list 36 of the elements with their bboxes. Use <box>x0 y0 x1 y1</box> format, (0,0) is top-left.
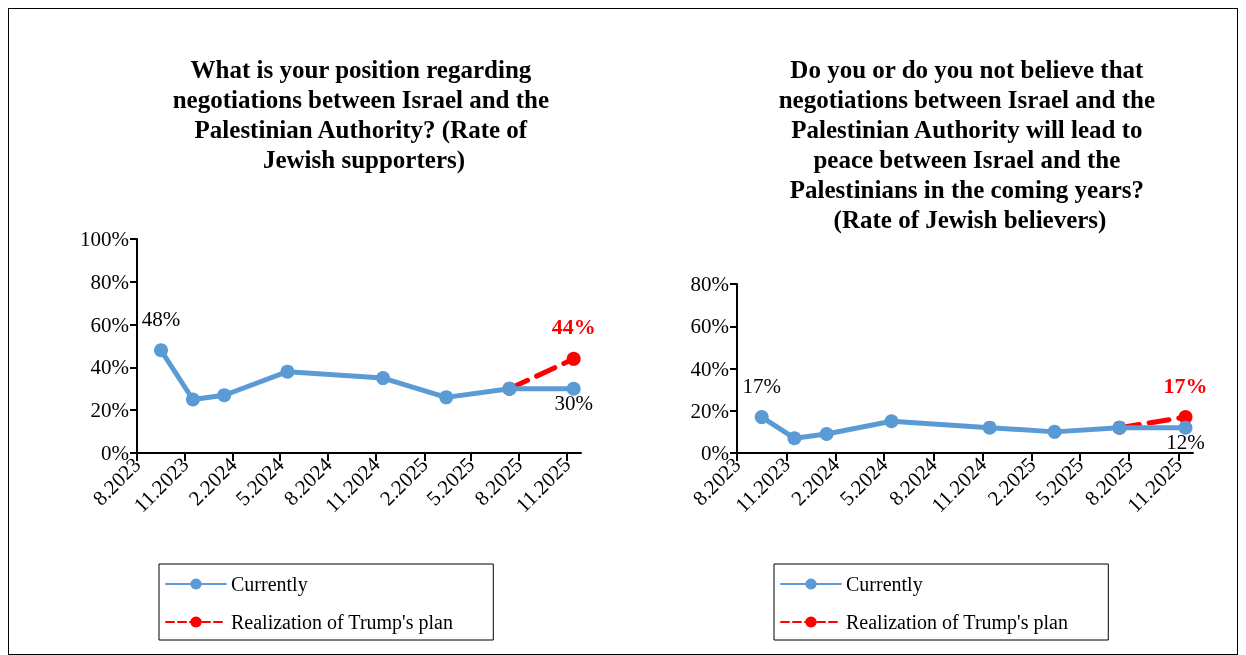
data-label: 12% <box>1166 430 1205 455</box>
y-tick-label: 60% <box>90 312 129 337</box>
point <box>754 410 769 425</box>
point <box>1178 420 1193 435</box>
legend-label: Currently <box>846 573 923 596</box>
point <box>280 364 295 379</box>
point <box>982 420 997 435</box>
y-tick-label: 20% <box>690 398 729 423</box>
point <box>439 390 454 405</box>
y-tick-label: 80% <box>690 272 729 296</box>
data-label: 30% <box>554 391 593 416</box>
y-tick-label: 40% <box>690 356 729 381</box>
point <box>884 414 899 429</box>
chart-title: Do you or do you not believe that negotiations between Israel and the Palestinian Authority will lead to peace between Israel and the Palestinians in the coming years? (Rate of Jewish believers) <box>778 55 1162 234</box>
point <box>1047 424 1062 439</box>
y-tick-label: 20% <box>90 398 129 423</box>
y-tick-label: 100% <box>80 227 129 251</box>
point <box>787 431 802 446</box>
point <box>154 343 169 358</box>
point <box>185 392 200 407</box>
data-label: 48% <box>141 306 181 331</box>
point <box>566 351 581 366</box>
point <box>217 388 232 403</box>
point <box>819 426 834 441</box>
chart-title: What is your position regarding negotiations between Israel and the Palestinian Authority? (Rate of Jewish supporters) <box>172 55 556 174</box>
legend-label: Realization of Trump's plan <box>231 611 453 634</box>
data-label: 44% <box>551 314 596 340</box>
point <box>376 371 391 386</box>
y-tick-label: 80% <box>90 269 129 294</box>
y-tick-label: 40% <box>90 355 129 380</box>
legend-label: Realization of Trump's plan <box>846 611 1068 634</box>
y-tick-label: 60% <box>690 314 729 339</box>
legend-label: Currently <box>231 573 308 596</box>
point <box>566 381 581 396</box>
data-label: 17% <box>1163 372 1208 398</box>
data-label: 17% <box>742 373 781 398</box>
